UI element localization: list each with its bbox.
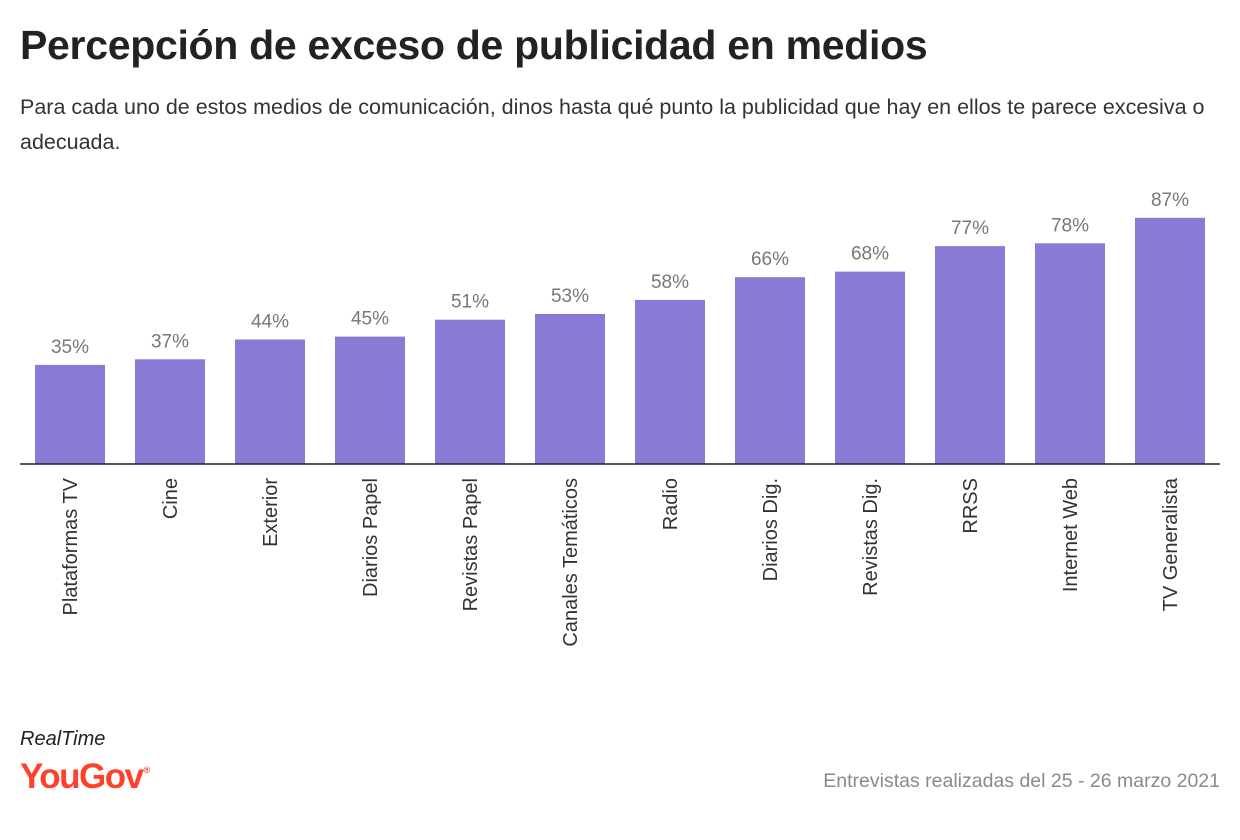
chart-subtitle: Para cada uno de estos medios de comunic… — [20, 95, 1205, 154]
bar — [835, 271, 905, 464]
bar-value-label: 37% — [151, 331, 189, 352]
category-label: Diarios Dig. — [760, 478, 782, 581]
bar — [1035, 243, 1105, 464]
bar — [235, 339, 305, 464]
category-label: Revistas Papel — [460, 478, 482, 611]
category-label: Internet Web — [1060, 478, 1082, 592]
survey-dates-note: Entrevistas realizadas del 25 - 26 marzo… — [823, 770, 1220, 792]
category-label: Cine — [160, 478, 182, 519]
bar-value-label: 53% — [551, 286, 589, 307]
bar-value-label: 44% — [251, 312, 289, 333]
category-label: Diarios Papel — [360, 478, 382, 597]
bar — [435, 319, 505, 464]
value-labels-group: 35% 37% 44% 45% 51% 53% 58% 66% 68% 77% 78% 87% — [51, 190, 1189, 358]
bar-value-label: 77% — [951, 218, 989, 239]
bars-group — [35, 217, 1205, 464]
category-label: TV Generalista — [1160, 477, 1182, 611]
bar-value-label: 78% — [1051, 215, 1089, 236]
category-label: Radio — [660, 478, 682, 530]
bar — [135, 359, 205, 464]
bar-value-label: 66% — [751, 249, 789, 270]
category-label: RRSS — [960, 478, 982, 534]
bar — [335, 336, 405, 464]
bar — [735, 277, 805, 464]
bar — [635, 299, 705, 464]
bar — [935, 246, 1005, 464]
registered-mark: ® — [143, 765, 151, 775]
bar-value-label: 68% — [851, 244, 889, 265]
category-label: Exterior — [260, 478, 282, 547]
realtime-label: RealTime — [20, 728, 106, 750]
bar-value-label: 51% — [451, 292, 489, 313]
yougov-logo-text: YouGov — [20, 757, 144, 796]
bar — [535, 314, 605, 464]
category-labels-group: Plataformas TV Cine Exterior Diarios Papel R… — [60, 477, 1182, 646]
bar — [1135, 217, 1205, 464]
bar-value-label: 45% — [351, 309, 389, 330]
bar-value-label: 87% — [1151, 190, 1189, 211]
category-label: Plataformas TV — [60, 477, 82, 615]
chart-title: Percepción de exceso de publicidad en me… — [20, 22, 928, 68]
bar-value-label: 35% — [51, 337, 89, 358]
category-label: Revistas Dig. — [860, 478, 882, 596]
yougov-logo: YouGov® — [20, 757, 150, 797]
bar — [35, 364, 105, 464]
bar-value-label: 58% — [651, 272, 689, 293]
category-label: Canales Temáticos — [560, 478, 582, 647]
